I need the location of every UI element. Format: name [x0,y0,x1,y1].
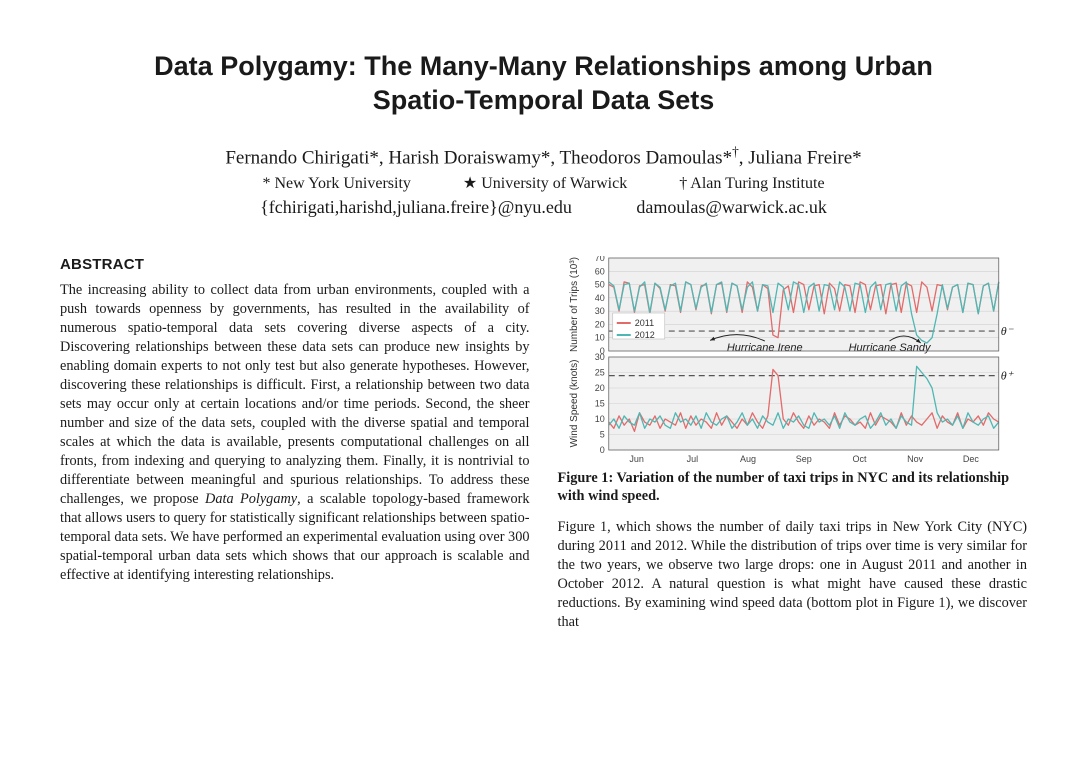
svg-text:50: 50 [594,279,604,289]
svg-text:5: 5 [599,429,604,439]
svg-text:70: 70 [594,256,604,263]
abstract-heading: ABSTRACT [60,256,530,273]
svg-text:θ⁻: θ⁻ [1000,324,1014,338]
svg-text:Oct: Oct [852,454,867,464]
svg-text:Aug: Aug [740,454,756,464]
svg-text:2012: 2012 [634,330,654,340]
right-column-text: Figure 1, which shows the number of dail… [558,518,1028,632]
svg-text:10: 10 [594,333,604,343]
author-line: Fernando Chirigati*, Harish Doraiswamy*,… [60,144,1027,169]
affil-2: ★ University of Warwick [463,175,627,192]
svg-text:Nov: Nov [907,454,924,464]
figure-1: 0 10 20 30 40 50 60 70 θ⁻ Number of Trips (10³) 20… [558,256,1028,506]
figure-1-caption: Figure 1: Variation of the number of tax… [558,470,1028,506]
two-column-body: ABSTRACT The increasing ability to colle… [60,256,1027,632]
email-2: damoulas@warwick.ac.uk [636,197,827,217]
svg-text:30: 30 [594,352,604,362]
svg-text:2011: 2011 [634,318,653,328]
paper-page: Data Polygamy: The Many-Many Relationshi… [0,0,1087,632]
svg-text:60: 60 [594,266,604,276]
abstract-text: The increasing ability to collect data f… [60,281,530,585]
svg-text:Jun: Jun [629,454,644,464]
svg-text:Number of Trips (10³): Number of Trips (10³) [568,257,579,352]
svg-text:20: 20 [594,383,604,393]
figure-1-chart: 0 10 20 30 40 50 60 70 θ⁻ Number of Trips (10³) 20… [558,256,1028,466]
svg-text:Hurricane Irene: Hurricane Irene [726,342,802,354]
svg-text:Jul: Jul [686,454,698,464]
svg-text:30: 30 [594,306,604,316]
svg-text:40: 40 [594,293,604,303]
email-1: {fchirigati,harishd,juliana.freire}@nyu.… [260,197,572,217]
right-column: 0 10 20 30 40 50 60 70 θ⁻ Number of Trips (10³) 20… [558,256,1028,632]
svg-text:Sep: Sep [795,454,811,464]
svg-text:10: 10 [594,414,604,424]
svg-text:Dec: Dec [962,454,979,464]
email-line: {fchirigati,harishd,juliana.freire}@nyu.… [60,197,1027,218]
svg-text:20: 20 [594,319,604,329]
svg-text:θ⁺: θ⁺ [1000,368,1014,382]
left-column: ABSTRACT The increasing ability to colle… [60,256,530,632]
svg-text:Hurricane Sandy: Hurricane Sandy [848,342,931,354]
affiliation-line: * New York University ★ University of Wa… [60,173,1027,193]
svg-text:15: 15 [594,398,604,408]
svg-text:Wind Speed (knots): Wind Speed (knots) [568,359,579,447]
svg-text:25: 25 [594,367,604,377]
affil-1: * New York University [262,175,410,192]
paper-title: Data Polygamy: The Many-Many Relationshi… [119,50,969,118]
affil-3: † Alan Turing Institute [679,175,824,192]
svg-text:0: 0 [599,445,604,455]
